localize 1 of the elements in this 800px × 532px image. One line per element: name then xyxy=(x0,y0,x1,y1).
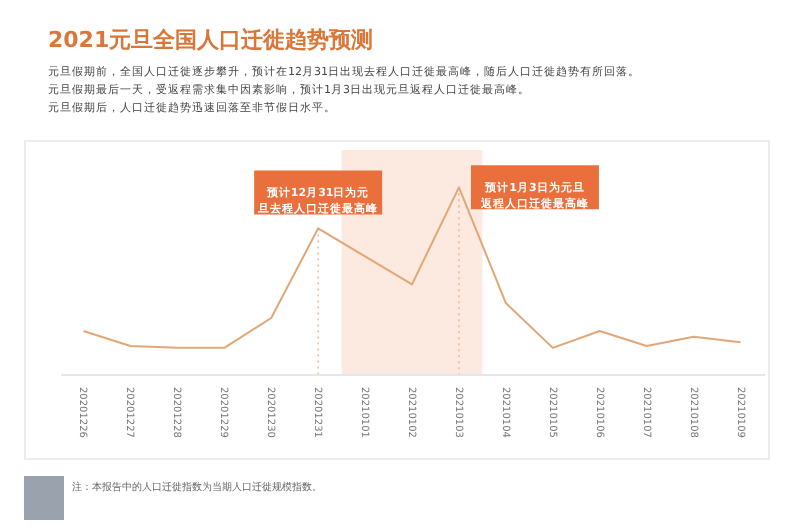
chart-title: 2021元旦全国人口迁徙趋势预测 xyxy=(48,27,374,53)
